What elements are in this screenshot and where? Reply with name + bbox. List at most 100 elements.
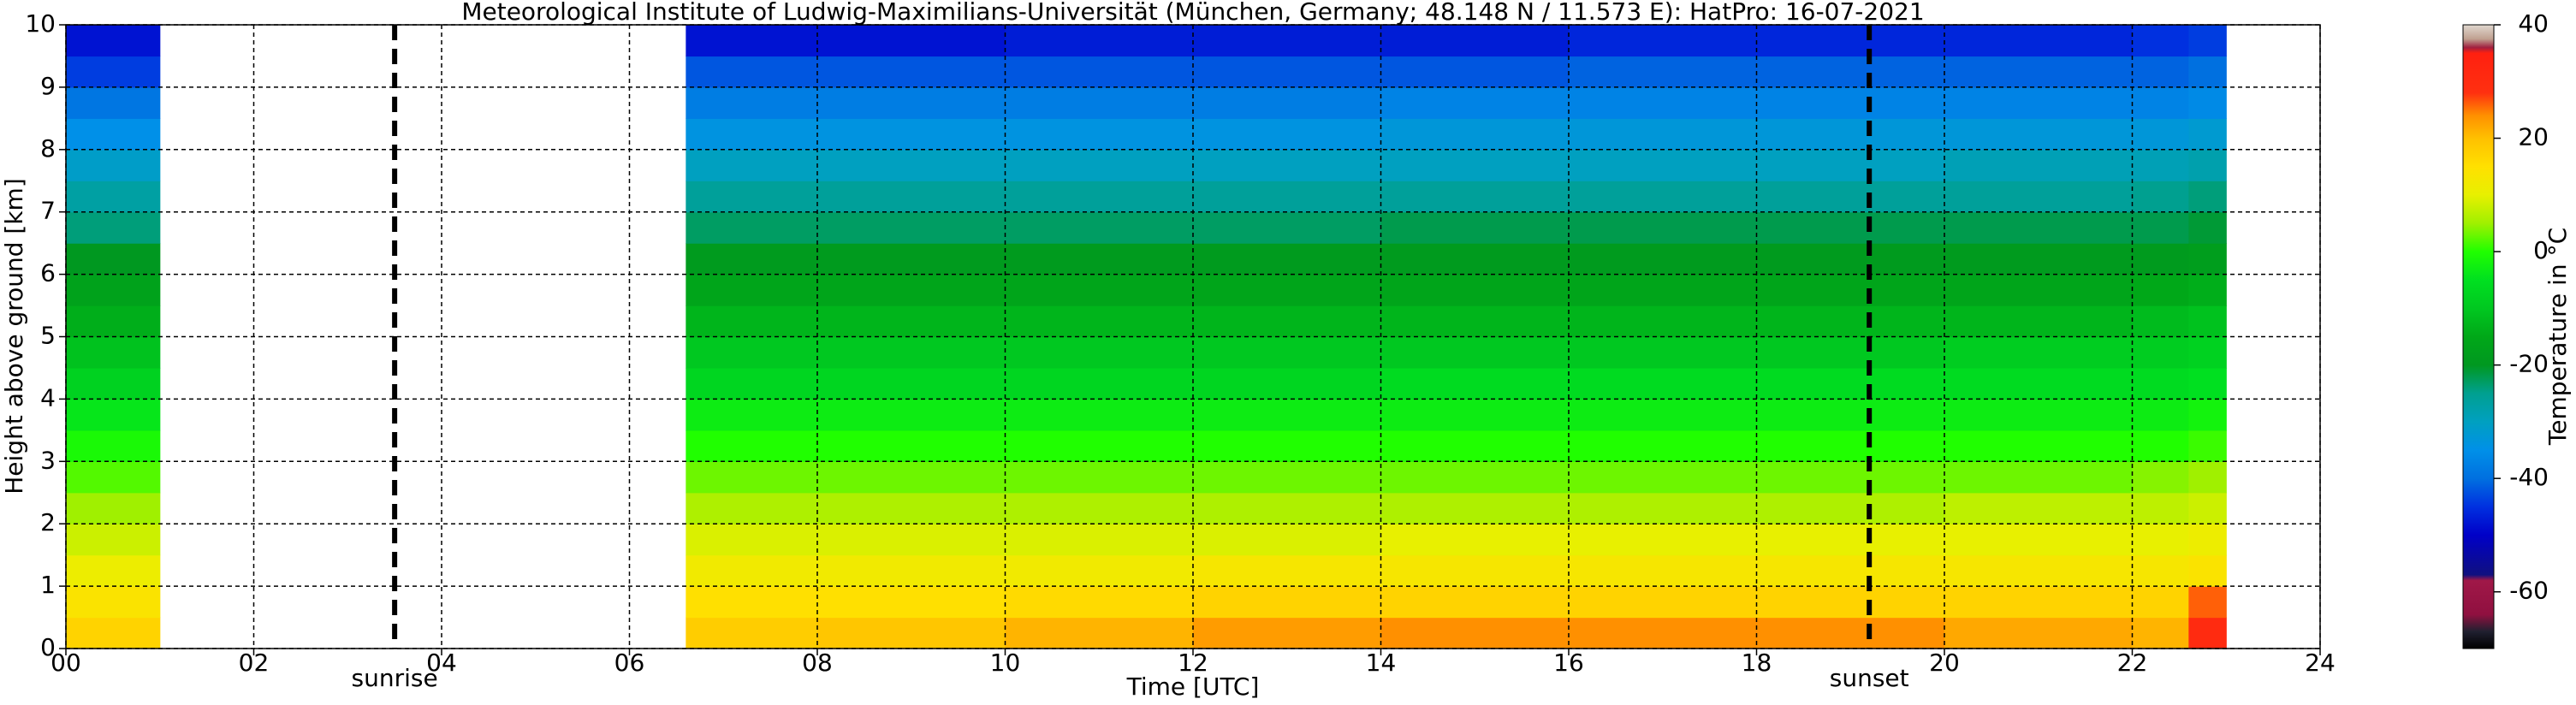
heatmap-cell — [1756, 211, 1945, 244]
annotation-label: sunset — [1830, 664, 1909, 692]
heatmap-cell — [1193, 554, 1382, 587]
heatmap-cell — [2188, 492, 2227, 524]
y-tick-label: 2 — [40, 508, 56, 536]
y-tick-label: 7 — [40, 197, 56, 225]
x-tick-label: 18 — [1742, 649, 1772, 677]
heatmap-cell — [1569, 336, 1758, 369]
heatmap-cell — [1569, 243, 1758, 275]
heatmap-cell — [1569, 367, 1758, 400]
heatmap-cell — [1756, 305, 1945, 338]
heatmap-cell — [1756, 367, 1945, 400]
heatmap-cell — [1756, 25, 1945, 57]
heatmap-cell — [686, 524, 818, 556]
heatmap-cell — [1005, 617, 1194, 649]
heatmap-cell — [2132, 430, 2189, 462]
colorbar — [2462, 24, 2495, 649]
x-tick-label: 20 — [1929, 649, 1960, 677]
heatmap-cell — [1569, 586, 1758, 619]
heatmap-cell — [1944, 554, 2134, 587]
colorbar-tick-label: 20 — [2518, 123, 2549, 151]
heatmap-cell — [66, 430, 161, 462]
heatmap-cell — [2188, 554, 2227, 587]
heatmap-cell — [686, 56, 818, 88]
heatmap-cell — [2132, 461, 2189, 494]
heatmap-cell — [1380, 181, 1570, 213]
heatmap-cell — [1756, 430, 1945, 462]
plot-frame — [65, 24, 2321, 649]
colorbar-tick-label: 40 — [2518, 9, 2549, 38]
heatmap-cell — [2188, 336, 2227, 369]
heatmap-cell — [686, 586, 818, 619]
heatmap-cell — [1005, 181, 1194, 213]
heatmap-cell — [1756, 181, 1945, 213]
heatmap-cell — [1380, 617, 1570, 649]
heatmap-cell — [686, 430, 818, 462]
heatmap-cell — [1193, 149, 1382, 181]
heatmap-cell — [1380, 430, 1570, 462]
heatmap-cell — [1005, 149, 1194, 181]
heatmap-cell — [66, 243, 161, 275]
heatmap-cell — [1944, 617, 2134, 649]
heatmap-cell — [66, 492, 161, 524]
y-tick-label: 6 — [40, 259, 56, 287]
heatmap-cell — [1569, 399, 1758, 431]
heatmap-cell — [1380, 149, 1570, 181]
heatmap-cell — [2188, 211, 2227, 244]
heatmap-cell — [66, 25, 161, 57]
heatmap-cell — [2188, 524, 2227, 556]
heatmap-cell — [1380, 211, 1570, 244]
heatmap-cell — [1756, 399, 1945, 431]
heatmap-cell — [2132, 274, 2189, 306]
heatmap-cell — [2132, 149, 2189, 181]
heatmap-cell — [1380, 118, 1570, 151]
heatmap-cell — [817, 554, 1006, 587]
x-tick-label: 02 — [239, 649, 270, 677]
heatmap-cell — [817, 524, 1006, 556]
heatmap-cell — [1193, 367, 1382, 400]
heatmap-cell — [1756, 554, 1945, 587]
heatmap-cell — [1569, 118, 1758, 151]
heatmap-cell — [2132, 524, 2189, 556]
colorbar-tick-label: -40 — [2509, 463, 2549, 491]
y-tick-label: 1 — [40, 571, 56, 599]
heatmap-cell — [66, 524, 161, 556]
heatmap-cell — [66, 149, 161, 181]
heatmap-cell — [686, 305, 818, 338]
heatmap-cell — [1380, 25, 1570, 57]
heatmap-cell — [2188, 399, 2227, 431]
heatmap-cell — [2132, 211, 2189, 244]
heatmap-cell — [1380, 461, 1570, 494]
heatmap-cell — [1944, 25, 2134, 57]
heatmap-cell — [686, 617, 818, 649]
heatmap-cell — [686, 461, 818, 494]
heatmap-cell — [817, 367, 1006, 400]
heatmap-cell — [1944, 211, 2134, 244]
heatmap-cell — [2188, 586, 2227, 619]
heatmap-cell — [2132, 56, 2189, 88]
x-tick-label: 22 — [2117, 649, 2148, 677]
heatmap-cell — [2188, 118, 2227, 151]
heatmap-cell — [817, 617, 1006, 649]
heatmap-cell — [686, 211, 818, 244]
y-tick-label: 5 — [40, 322, 56, 350]
heatmap-cell — [1193, 524, 1382, 556]
heatmap-cell — [66, 305, 161, 338]
heatmap-cell — [1569, 274, 1758, 306]
heatmap-cell — [1944, 586, 2134, 619]
heatmap-cell — [1005, 461, 1194, 494]
heatmap-cell — [1569, 181, 1758, 213]
heatmap-cell — [1944, 430, 2134, 462]
heatmap-cell — [1005, 524, 1194, 556]
x-tick-label: 04 — [426, 649, 457, 677]
x-tick-label: 08 — [802, 649, 833, 677]
heatmap-cell — [1193, 274, 1382, 306]
heatmap-cell — [1756, 56, 1945, 88]
heatmap-cell — [817, 211, 1006, 244]
heatmap-cell — [1005, 56, 1194, 88]
heatmap-cell — [686, 554, 818, 587]
heatmap-cell — [817, 492, 1006, 524]
heatmap-cell — [2188, 86, 2227, 119]
heatmap-cell — [2188, 149, 2227, 181]
x-tick-label: 24 — [2305, 649, 2336, 677]
heatmap-cell — [1005, 211, 1194, 244]
